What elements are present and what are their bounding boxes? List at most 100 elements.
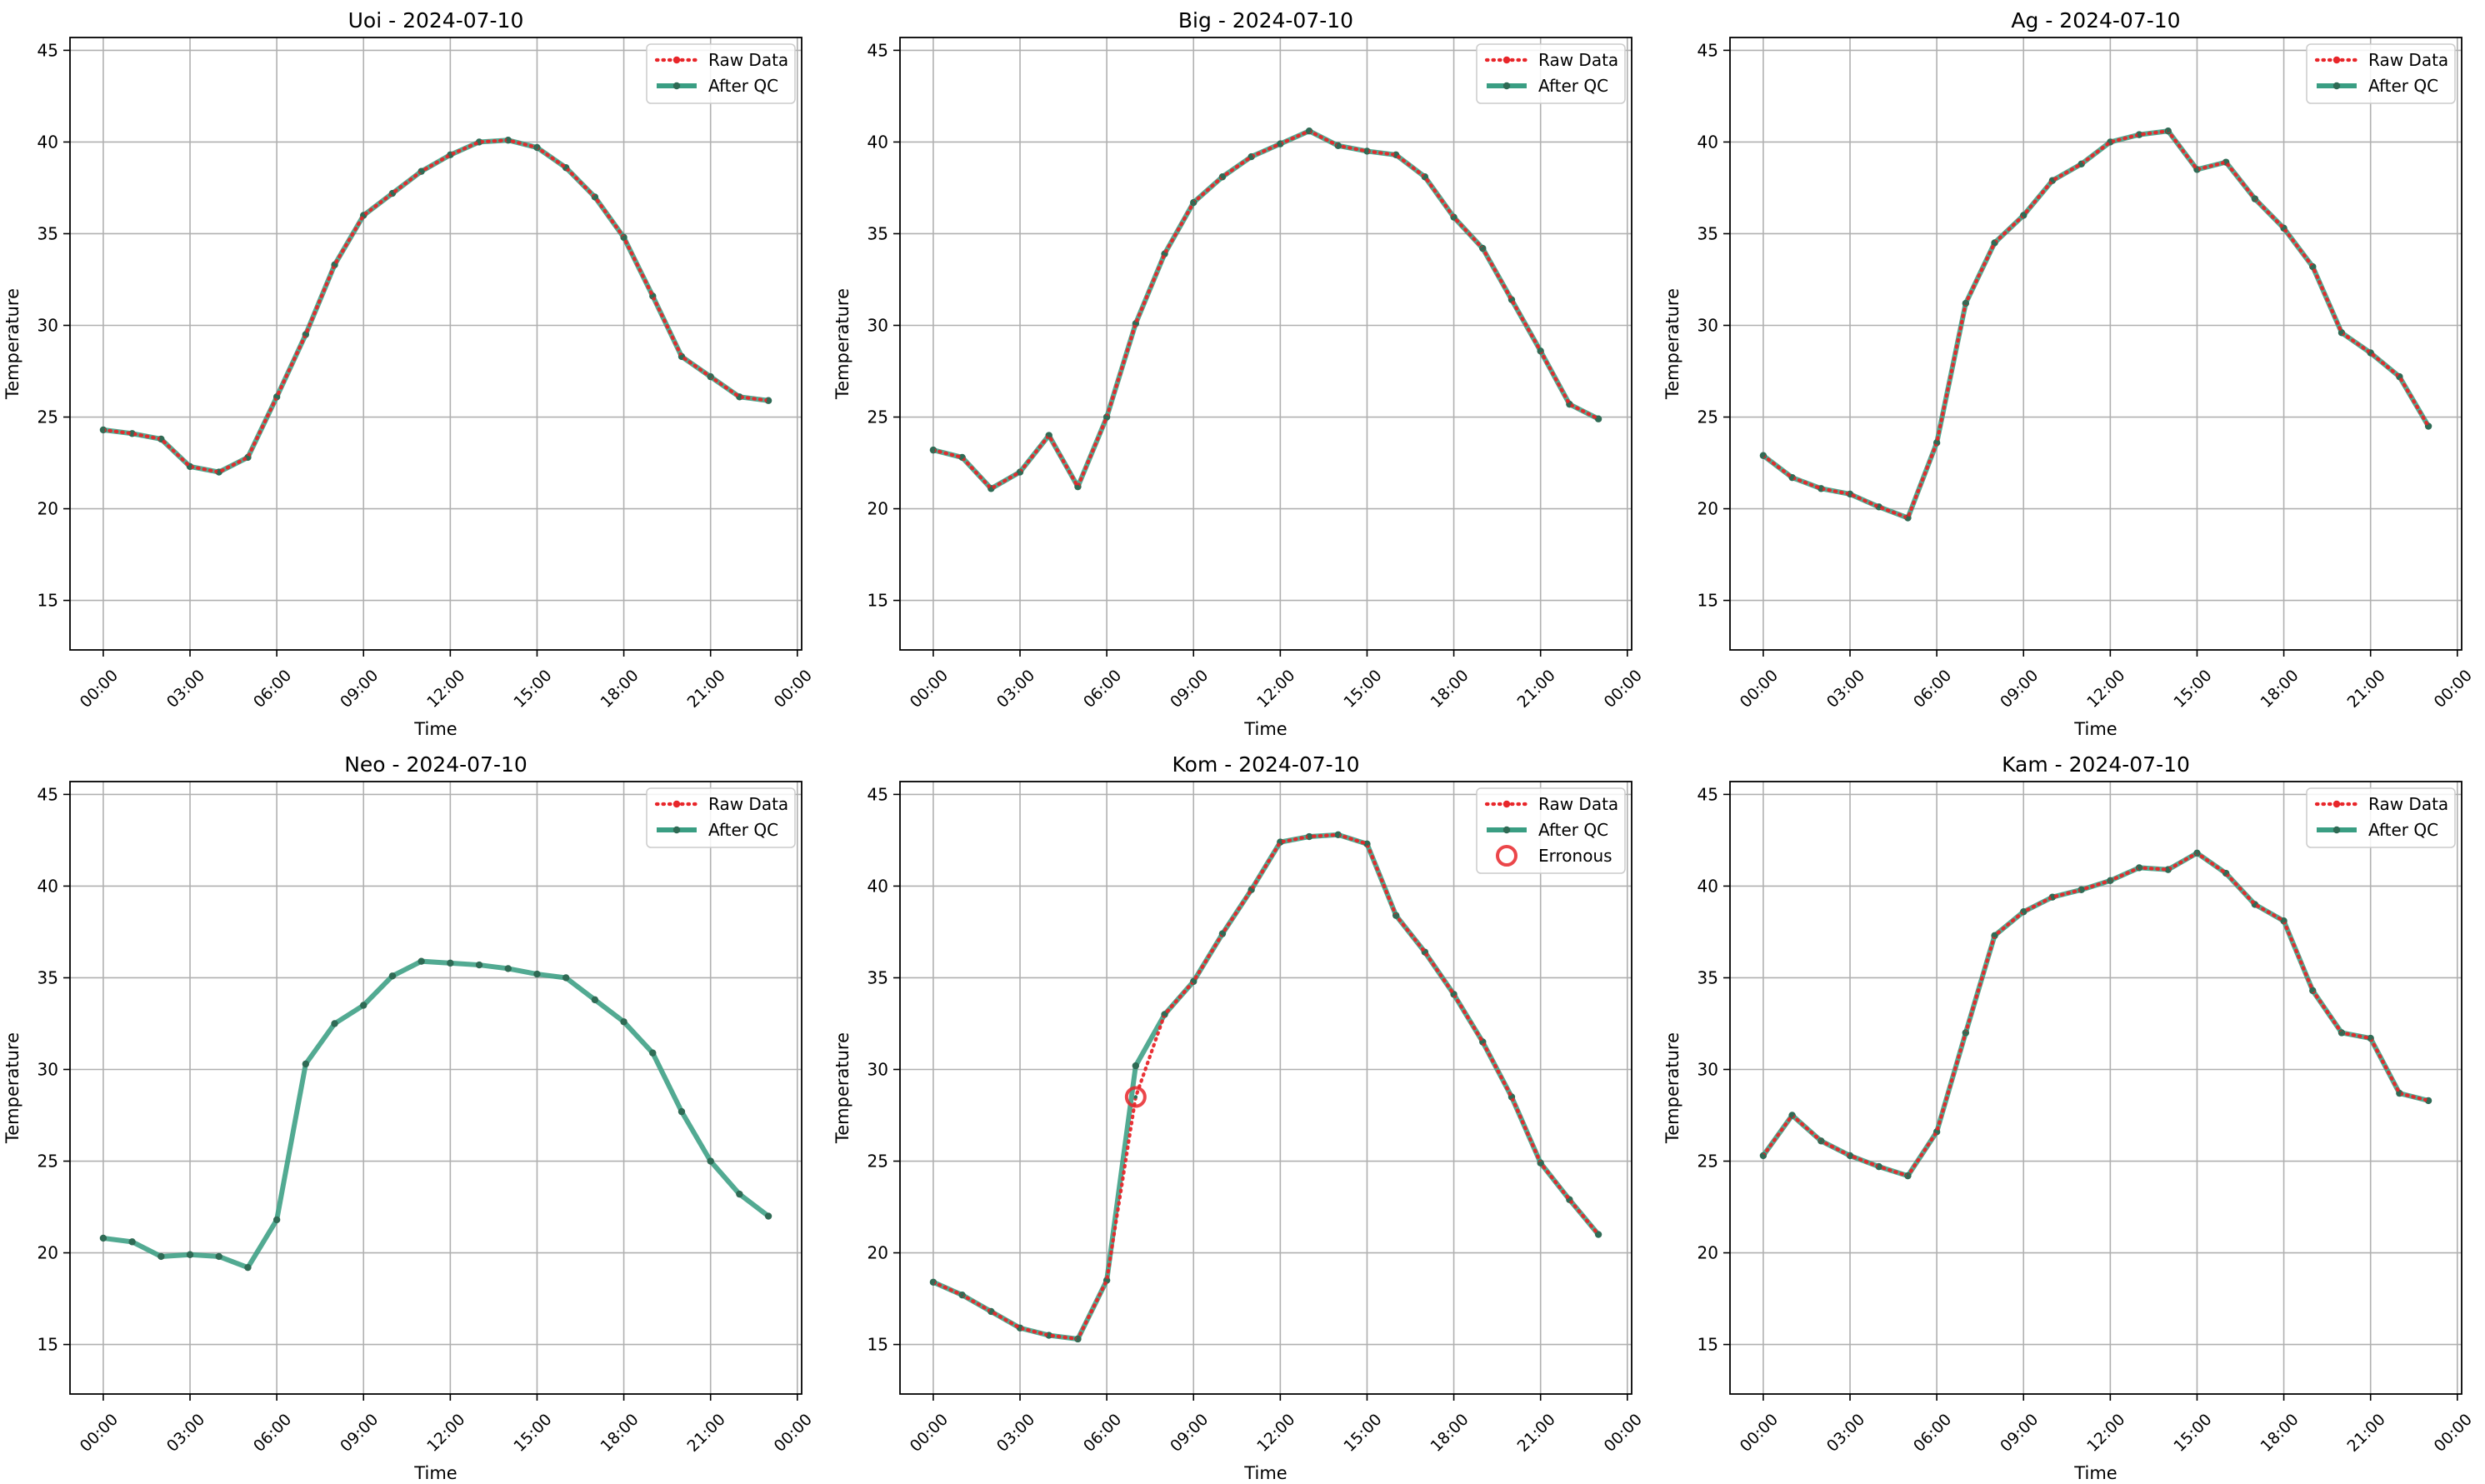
plot-area xyxy=(900,782,1632,1394)
series-raw-data-line xyxy=(931,128,1601,491)
axes-frame xyxy=(69,37,802,651)
legend-raw-label: Raw Data xyxy=(2368,50,2448,70)
raw-data-point xyxy=(1848,1153,1852,1158)
y-tick-label: 45 xyxy=(38,784,58,804)
legend-qc-label: After QC xyxy=(2368,820,2438,840)
y-axis-label: Temperature xyxy=(832,288,852,400)
y-tick-label: 45 xyxy=(38,40,58,60)
y-axis-label: Temperature xyxy=(832,1032,852,1144)
legend-qc-label: After QC xyxy=(1538,76,1608,96)
x-tick-label: 21:00 xyxy=(2344,1411,2389,1456)
raw-data-point xyxy=(1568,1197,1572,1202)
raw-data-point xyxy=(1307,834,1312,839)
chart-title: Neo - 2024-07-10 xyxy=(344,752,528,777)
y-tick-label: 30 xyxy=(38,1059,58,1079)
after-qc-point xyxy=(244,1263,252,1272)
raw-data-point xyxy=(2398,374,2402,379)
y-tick-label: 35 xyxy=(868,223,888,243)
y-tick-label: 20 xyxy=(1698,1243,1718,1263)
x-tick-label: 03:00 xyxy=(993,1411,1038,1456)
x-tick-label: 18:00 xyxy=(2257,1411,2302,1456)
x-tick-label: 00:00 xyxy=(77,667,122,712)
x-tick-label: 21:00 xyxy=(2344,667,2389,712)
raw-data-point xyxy=(1220,175,1225,179)
plot-area xyxy=(70,782,802,1394)
legend-raw-label: Raw Data xyxy=(2368,794,2448,814)
y-tick-label: 30 xyxy=(868,1059,888,1079)
raw-data-point xyxy=(1278,840,1282,844)
raw-data-point xyxy=(2079,887,2083,892)
y-tick-label: 15 xyxy=(38,1335,58,1355)
y-tick-label: 40 xyxy=(868,876,888,896)
y-axis-label: Temperature xyxy=(1662,288,1682,400)
raw-data-point xyxy=(1934,441,1939,445)
legend-qc-label: After QC xyxy=(1538,820,1608,840)
x-tick-label: 03:00 xyxy=(993,667,1038,712)
x-axis-label: Time xyxy=(413,719,457,739)
series-raw-data-line xyxy=(101,138,771,474)
x-tick-label: 06:00 xyxy=(1910,667,1955,712)
raw-data-point xyxy=(622,235,626,240)
raw-data-point xyxy=(217,470,221,474)
series-raw-data-line xyxy=(1761,128,2431,521)
legend-erroneous-label: Erronous xyxy=(1538,846,1612,866)
y-tick-label: 30 xyxy=(1698,315,1718,335)
x-tick-label: 00:00 xyxy=(907,667,952,712)
y-tick-label: 45 xyxy=(868,40,888,60)
x-tick-label: 21:00 xyxy=(1514,1411,1559,1456)
after-qc-point xyxy=(302,1060,310,1068)
legend-qc-marker xyxy=(2332,826,2341,834)
after-qc-point xyxy=(649,1049,657,1057)
after-qc-point xyxy=(272,1216,281,1224)
after-qc-point xyxy=(447,959,454,967)
raw-data-point xyxy=(1336,832,1340,837)
x-tick-label: 12:00 xyxy=(423,667,468,712)
y-tick-label: 25 xyxy=(1698,407,1718,427)
chart-title: Ag - 2024-07-10 xyxy=(2011,8,2180,32)
panel: 00:00 03:00 06:00 09:00 12:00 15:00 18:00 21:00… xyxy=(2,752,816,1483)
raw-data-point xyxy=(651,294,655,298)
plot-area xyxy=(1730,37,2462,650)
raw-data-point xyxy=(1596,417,1601,421)
y-tick-label: 15 xyxy=(868,1335,888,1355)
y-tick-label: 25 xyxy=(868,1152,888,1172)
raw-data-point xyxy=(1307,129,1312,133)
raw-data-point xyxy=(1018,470,1022,474)
y-tick-label: 15 xyxy=(868,591,888,611)
after-qc-point xyxy=(158,1252,165,1261)
raw-data-point xyxy=(2282,226,2286,231)
x-tick-label: 00:00 xyxy=(1737,667,1782,712)
raw-data-point xyxy=(2050,895,2055,899)
after-qc-point xyxy=(418,957,425,965)
raw-data-point xyxy=(1538,349,1542,353)
raw-data-point xyxy=(1790,475,1794,480)
raw-data-point xyxy=(1393,152,1398,157)
series-raw-data-line xyxy=(1761,851,2431,1178)
plot-area xyxy=(900,37,1632,650)
x-tick-label: 00:00 xyxy=(771,1411,816,1456)
panel: 00:00 03:00 06:00 09:00 12:00 15:00 18:00 21:00… xyxy=(832,8,1646,739)
y-tick-label: 15 xyxy=(1698,1335,1718,1355)
x-tick-label: 12:00 xyxy=(423,1411,468,1456)
raw-data-point xyxy=(1162,1012,1167,1017)
after-qc-point xyxy=(475,961,483,969)
raw-data-point xyxy=(1819,487,1823,491)
raw-data-point xyxy=(303,332,308,337)
panel: 00:00 03:00 06:00 09:00 12:00 15:00 18:00 21:00… xyxy=(2,8,816,739)
axes-frame xyxy=(1729,781,2462,1395)
raw-data-point xyxy=(1963,301,1968,306)
raw-data-point xyxy=(2195,851,2199,856)
legend-qc-marker xyxy=(1502,826,1511,834)
axes-frame xyxy=(899,37,1632,651)
raw-data-point xyxy=(246,455,250,460)
y-tick-label: 15 xyxy=(1698,591,1718,611)
plot-area xyxy=(70,37,802,650)
raw-data-point xyxy=(1047,433,1051,437)
raw-data-point xyxy=(1481,1040,1485,1044)
y-tick-label: 20 xyxy=(38,499,58,519)
x-tick-label: 03:00 xyxy=(163,667,208,712)
raw-data-point xyxy=(2137,866,2142,870)
after-qc-point xyxy=(620,1018,628,1026)
y-tick-label: 35 xyxy=(1698,223,1718,243)
after-qc-point xyxy=(504,965,512,972)
